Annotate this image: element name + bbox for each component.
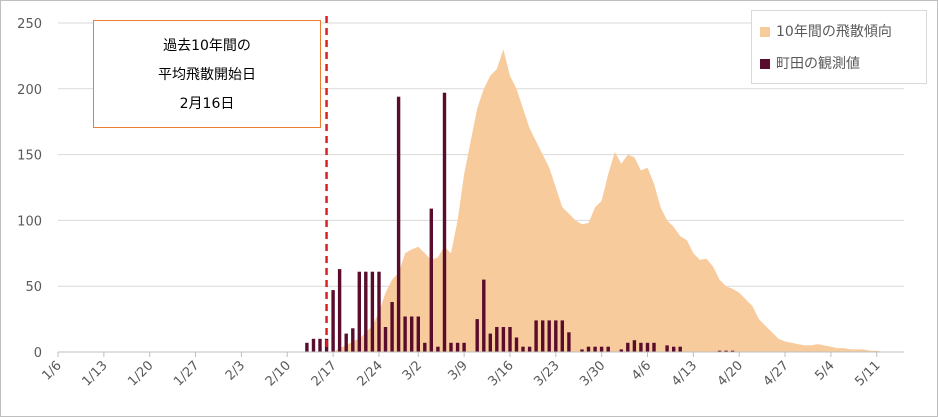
observation-bar xyxy=(311,338,316,352)
x-tick-label: 5/11 xyxy=(852,358,883,389)
x-tick-label: 4/6 xyxy=(629,358,654,383)
observation-bar xyxy=(593,346,597,352)
y-tick-label: 150 xyxy=(17,149,42,164)
observation-bar xyxy=(560,320,564,352)
x-tick-label: 2/3 xyxy=(223,358,248,383)
observation-bar xyxy=(416,316,420,352)
y-tick-label: 0 xyxy=(34,346,42,361)
observation-bar xyxy=(318,338,322,352)
x-tick-label: 2/10 xyxy=(263,358,294,389)
x-tick-label: 5/4 xyxy=(812,358,837,383)
observation-bars-layer xyxy=(305,92,735,352)
observation-bar xyxy=(449,342,453,352)
observation-bar xyxy=(475,319,479,352)
observation-bar xyxy=(567,332,571,352)
observation-bar xyxy=(639,342,643,352)
annotation-line-2: 平均飛散開始日 xyxy=(158,67,256,83)
observation-bar xyxy=(632,340,637,352)
legend-label-trend: 10年間の飛散傾向 xyxy=(776,24,892,40)
legend: 10年間の飛散傾向 町田の観測値 xyxy=(751,10,927,84)
trend-area xyxy=(333,49,884,353)
observation-bar xyxy=(423,342,427,352)
observation-bar xyxy=(495,327,499,352)
observation-bar xyxy=(462,342,466,352)
observation-bar xyxy=(665,345,669,352)
y-tick-label: 100 xyxy=(17,214,42,229)
observation-bar xyxy=(619,349,623,352)
x-tick-label: 1/27 xyxy=(171,358,202,389)
observation-bar xyxy=(403,316,407,352)
legend-swatch-trend xyxy=(760,27,770,37)
legend-item-trend: 10年間の飛散傾向 xyxy=(760,21,892,41)
observation-bar xyxy=(717,350,722,352)
x-tick-label: 3/16 xyxy=(486,358,517,389)
legend-swatch-observed xyxy=(760,59,770,69)
observation-bar xyxy=(344,333,348,352)
x-tick-label: 2/17 xyxy=(309,358,340,389)
x-tick-label: 1/20 xyxy=(125,358,156,389)
observation-bar xyxy=(383,327,388,352)
x-tick-label: 4/27 xyxy=(761,358,792,389)
observation-bar xyxy=(580,349,584,352)
observation-bar xyxy=(645,342,650,352)
observation-bar xyxy=(527,346,532,352)
observation-bar xyxy=(521,346,525,352)
observation-bar xyxy=(514,337,519,352)
observation-bar xyxy=(436,346,440,352)
x-tick-label: 3/30 xyxy=(577,358,608,389)
observation-bar xyxy=(442,92,447,352)
observation-bar xyxy=(351,328,355,352)
observation-bar xyxy=(357,271,361,352)
observation-bar xyxy=(672,346,676,352)
observation-bar xyxy=(724,350,728,352)
legend-item-observed: 町田の観測値 xyxy=(760,53,860,73)
observation-bar xyxy=(455,342,460,352)
x-tick-label: 4/13 xyxy=(669,358,700,389)
x-tick-label: 2/24 xyxy=(355,358,386,389)
observation-bar xyxy=(488,333,492,352)
observation-bar xyxy=(331,290,335,352)
observation-bar xyxy=(626,342,630,352)
observation-bar xyxy=(606,346,610,352)
observation-bar xyxy=(541,320,545,352)
trend-area-layer xyxy=(333,49,884,353)
x-tick-label: 4/20 xyxy=(715,358,746,389)
observation-bar xyxy=(482,279,486,352)
observation-bar xyxy=(678,346,682,352)
observation-bar xyxy=(337,269,342,352)
legend-label-observed: 町田の観測値 xyxy=(776,56,860,72)
x-tick-label: 3/2 xyxy=(400,358,425,383)
annotation-line-3: 2月16日 xyxy=(179,96,235,112)
observation-bar xyxy=(377,271,381,352)
y-tick-label: 50 xyxy=(25,280,42,295)
observation-bar xyxy=(730,350,735,352)
observation-bar xyxy=(410,316,414,352)
observation-bar xyxy=(390,302,394,352)
observation-bar xyxy=(652,342,656,352)
y-tick-label: 250 xyxy=(17,17,42,32)
observation-bar xyxy=(554,320,558,352)
x-tick-label: 1/13 xyxy=(79,358,110,389)
y-tick-label: 200 xyxy=(17,83,42,98)
observation-bar xyxy=(599,346,604,352)
observation-bar xyxy=(429,208,433,352)
annotation-box: 過去10年間の 平均飛散開始日 2月16日 xyxy=(93,20,321,128)
observation-bar xyxy=(547,320,551,352)
x-tick-label: 3/23 xyxy=(531,358,562,389)
annotation-line-1: 過去10年間の xyxy=(163,38,251,54)
observation-bar xyxy=(534,320,538,352)
observation-bar xyxy=(370,271,375,352)
x-tick-label: 3/9 xyxy=(446,358,471,383)
observation-bar xyxy=(586,346,591,352)
observation-bar xyxy=(396,96,401,352)
x-tick-label: 1/6 xyxy=(39,358,64,383)
observation-bar xyxy=(364,271,368,352)
observation-bar xyxy=(501,327,506,352)
observation-bar xyxy=(305,342,309,352)
observation-bar xyxy=(508,327,512,352)
